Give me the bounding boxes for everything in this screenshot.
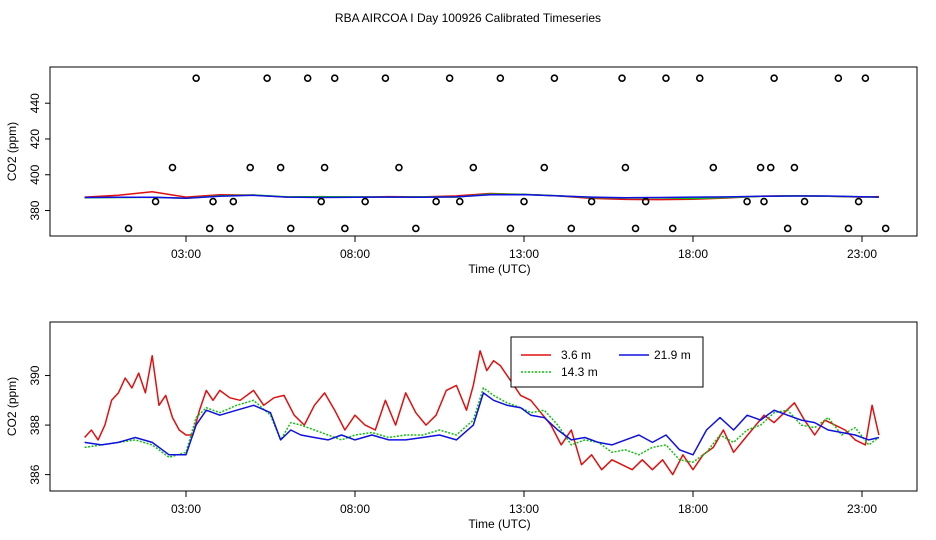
calibration-point <box>395 163 403 172</box>
calibration-point <box>766 163 775 172</box>
x-tick-label: 03:00 <box>171 502 201 516</box>
legend-box <box>510 336 704 388</box>
y-tick-label: 400 <box>28 164 42 184</box>
y-tick-label: 420 <box>28 129 42 149</box>
y-tick-label: 390 <box>28 365 42 385</box>
calibration-point <box>743 197 751 206</box>
calibration-point <box>618 74 626 82</box>
series-line-14-3-m <box>84 387 880 463</box>
calibration-point <box>330 74 339 82</box>
calibration-point <box>496 74 505 82</box>
calibration-point <box>861 74 870 82</box>
calibration-point <box>226 224 234 233</box>
calibration-point <box>587 197 596 206</box>
plot-frame <box>49 321 918 492</box>
calibration-point <box>341 224 349 233</box>
calibration-point <box>246 163 255 172</box>
legend-label: 3.6 m <box>561 348 591 362</box>
bottom-panel: 03:00 08:00 13:00 18:00 23:00 Time (UTC) 386 38… <box>5 321 918 531</box>
calibration-point <box>834 74 843 82</box>
calibration-point <box>320 163 329 172</box>
series-line-21-9-m <box>84 392 880 456</box>
calibration-point <box>567 224 576 233</box>
x-tick-label: 08:00 <box>340 502 370 516</box>
calibration-point <box>381 74 390 82</box>
calibration-point <box>276 163 285 172</box>
calibration-point <box>205 224 214 233</box>
calibration-point <box>412 224 420 233</box>
calibration-point <box>455 197 464 206</box>
calibration-point <box>844 224 853 233</box>
calibration-point <box>303 74 312 82</box>
calibration-point <box>709 163 718 172</box>
calibration-point <box>263 74 271 82</box>
calibration-point <box>641 197 650 206</box>
top-panel: 03:00 08:00 13:00 18:00 23:00 Time (UTC) 380 40… <box>5 66 918 276</box>
y-axis-label: CO2 (ppm) <box>5 377 19 436</box>
x-tick-label: 13:00 <box>509 502 539 516</box>
series-line-21-9-m <box>84 193 879 199</box>
calibration-point <box>668 224 677 233</box>
calibration-point <box>286 224 295 233</box>
calibration-point <box>506 224 515 233</box>
chart-title: RBA AIRCOA I Day 100926 Calibrated Times… <box>335 11 601 25</box>
calibration-point <box>662 74 670 82</box>
calibration-point <box>783 224 792 233</box>
calibration-point <box>469 163 478 172</box>
calibration-point <box>151 197 160 206</box>
calibration-point <box>800 197 809 206</box>
x-tick-label: 23:00 <box>847 247 877 261</box>
calibration-point <box>124 224 133 233</box>
y-tick-label: 386 <box>28 464 42 484</box>
calibration-point <box>432 197 440 206</box>
calibration-point <box>854 197 863 206</box>
calibration-point <box>168 163 177 172</box>
x-tick-label: 03:00 <box>171 247 201 261</box>
calibration-point <box>756 163 765 172</box>
x-axis-label: Time (UTC) <box>468 517 530 531</box>
x-tick-label: 18:00 <box>678 502 708 516</box>
calibration-point <box>881 224 890 233</box>
calibration-point <box>445 74 454 82</box>
calibration-point <box>550 74 559 82</box>
series-line-3-6-m <box>84 350 880 476</box>
x-tick-label: 13:00 <box>509 247 539 261</box>
calibration-point <box>631 224 640 233</box>
calibration-point <box>770 74 778 82</box>
x-axis-label: Time (UTC) <box>468 262 530 276</box>
y-tick-label: 388 <box>28 415 42 435</box>
calibration-point <box>695 74 704 82</box>
calibration-point <box>229 197 238 206</box>
x-tick-label: 18:00 <box>678 247 708 261</box>
calibration-point <box>540 163 549 172</box>
x-tick-label: 08:00 <box>340 247 370 261</box>
calibration-point <box>209 197 217 206</box>
legend-label: 14.3 m <box>561 365 598 379</box>
calibration-point <box>621 163 630 172</box>
legend-label: 21.9 m <box>654 348 691 362</box>
calibration-point <box>317 197 326 206</box>
y-tick-label: 380 <box>28 200 42 220</box>
plot-frame <box>49 66 918 237</box>
calibration-point <box>192 74 200 82</box>
calibration-point <box>760 197 768 206</box>
calibration-point <box>520 197 528 206</box>
y-tick-label: 440 <box>28 93 42 113</box>
x-tick-label: 23:00 <box>847 502 877 516</box>
calibration-point <box>790 163 799 172</box>
calibration-point <box>361 197 369 206</box>
y-axis-label: CO2 (ppm) <box>5 122 19 181</box>
